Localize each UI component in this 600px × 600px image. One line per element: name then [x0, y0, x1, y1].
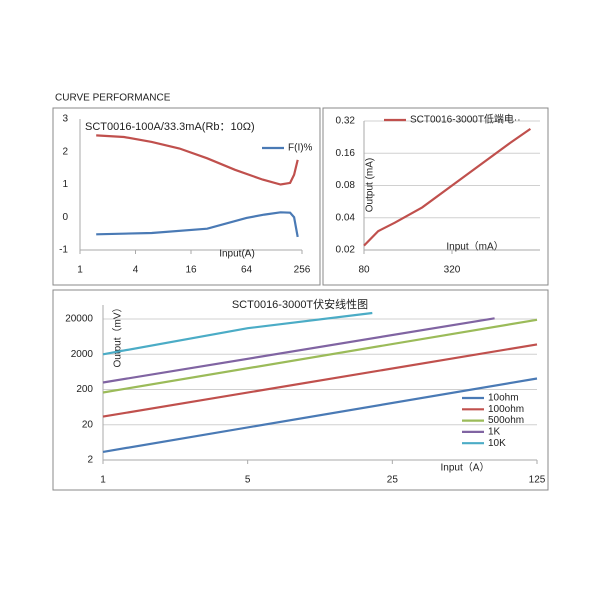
- y-tick-label: 0.04: [336, 212, 356, 223]
- legend-label: 100ohm: [488, 404, 524, 415]
- y-tick-label: 0.02: [336, 245, 356, 256]
- x-tick-label: 256: [294, 265, 311, 276]
- y-tick-label: -1: [59, 245, 68, 256]
- y-tick-label: 0.16: [336, 148, 356, 159]
- x-tick-label: 320: [444, 265, 461, 276]
- x-tick-label: 1: [77, 265, 83, 276]
- y-tick-label: 200: [76, 384, 93, 395]
- y-tick-label: 3: [62, 114, 68, 125]
- page-title: CURVE PERFORMANCE: [55, 93, 171, 104]
- x-tick-label: 25: [387, 475, 399, 486]
- series-line: [102, 343, 538, 418]
- y-tick-label: 0.08: [336, 180, 356, 191]
- legend-label: F(I)%: [288, 143, 313, 154]
- y-tick-label: 2: [62, 146, 68, 157]
- chart-title: SCT0016-100A/33.3mA(Rb：10Ω): [85, 121, 255, 133]
- legend-label: 10K: [488, 438, 506, 449]
- x-axis-label: Input(A): [219, 249, 255, 260]
- series-line: [102, 317, 495, 384]
- y-axis-label: Output (mA): [365, 158, 376, 212]
- y-tick-label: 1: [62, 179, 68, 190]
- series-line: [96, 211, 299, 238]
- x-axis-label: Input（A）: [441, 462, 490, 474]
- chart-title: SCT0016-3000T伏安线性图: [232, 297, 368, 311]
- series-line: [102, 311, 373, 356]
- series-line: [96, 134, 299, 186]
- y-tick-label: 0: [62, 212, 68, 223]
- y-tick-label: 2000: [71, 349, 94, 360]
- y-tick-label: 2: [87, 455, 93, 466]
- series-line: [102, 377, 538, 453]
- x-tick-label: 1: [100, 475, 106, 486]
- x-tick-label: 125: [529, 475, 546, 486]
- y-axis-label: Output（mV）: [112, 302, 124, 367]
- legend-label: 10ohm: [488, 393, 519, 404]
- y-tick-label: 0.32: [336, 116, 356, 127]
- legend-label: 1K: [488, 427, 501, 438]
- y-tick-label: 20000: [65, 314, 93, 325]
- x-tick-label: 4: [133, 265, 139, 276]
- x-tick-label: 16: [185, 265, 197, 276]
- x-axis-label: Input（mA）: [446, 241, 503, 253]
- x-tick-label: 5: [245, 475, 251, 486]
- series-line: [363, 127, 532, 247]
- legend-label: SCT0016-3000T低端电··: [410, 113, 521, 126]
- legend-label: 500ohm: [488, 415, 524, 426]
- y-tick-label: 20: [82, 419, 94, 430]
- x-tick-label: 64: [241, 265, 253, 276]
- panel: [52, 107, 321, 286]
- series-line: [102, 318, 538, 394]
- x-tick-label: 80: [358, 265, 370, 276]
